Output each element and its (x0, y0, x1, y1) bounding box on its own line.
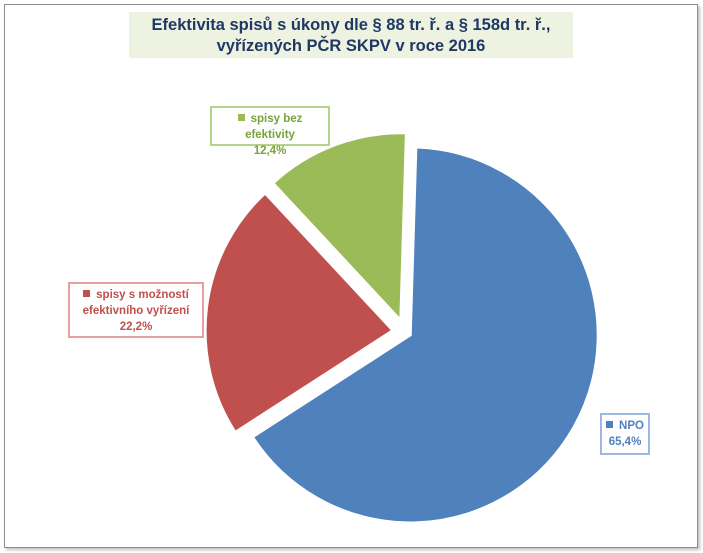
legend-key-blue (606, 421, 614, 428)
chart-title-line-2: vyřízených PČR SKPV v roce 2016 (216, 37, 486, 55)
data-label-name-line-1: spisy s možností (96, 289, 189, 301)
chart-title-line-1: Efektivita spisů s úkony dle § 88 tr. ř.… (151, 16, 551, 34)
data-label-spisy-s-moznosti: spisy s možností efektivního vyřízení 22… (68, 282, 204, 338)
data-label-name-line-2: efektivního vyřízení (82, 305, 190, 317)
data-label-spisy-bez-efektivity: spisy bez efektivity 12,4% (210, 106, 330, 157)
chart-title: Efektivita spisů s úkony dle § 88 tr. ř.… (129, 12, 573, 58)
pie-slice-spisy-s-mo-nost-efektivn-ho-vy-zen (203, 190, 396, 435)
legend-key-red (83, 290, 91, 297)
data-label-value: 12,4% (253, 145, 287, 157)
data-label-value: 65,4% (608, 436, 642, 448)
pie-slice-spisy-bez-efektivity (270, 131, 408, 325)
legend-key-green (237, 114, 245, 121)
data-label-npo: NPO 65,4% (600, 413, 650, 455)
pie-slice-npo (250, 145, 600, 525)
data-label-name: NPO (619, 420, 644, 432)
data-label-value: 22,2% (119, 321, 153, 333)
data-label-name: spisy bez efektivity (245, 113, 303, 141)
